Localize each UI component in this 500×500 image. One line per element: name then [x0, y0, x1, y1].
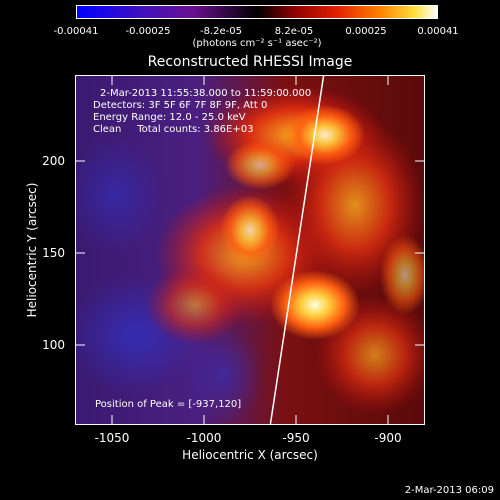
observation-time: 2-Mar-2013 11:55:38.000 to 11:59:00.000 [100, 88, 312, 99]
x-tick-label: -900 [374, 431, 402, 445]
image-title: Reconstructed RHESSI Image [147, 54, 353, 70]
colorbar [76, 5, 438, 19]
colorbar-tick: -8.2e-05 [200, 26, 242, 37]
solar-limb-line [269, 75, 325, 425]
footer-date: 2-Mar-2013 06:09 [404, 485, 494, 496]
rhessi-image-plot [75, 75, 425, 425]
colorbar-tick: 8.2e-05 [274, 26, 314, 37]
detectors-info: Detectors: 3F 5F 6F 7F 8F 9F, Att 0 [93, 100, 268, 111]
clean-counts-info: Clean Total counts: 3.86E+03 [93, 124, 254, 135]
y-tick-label: 100 [42, 338, 65, 352]
colorbar-tick: 0.00025 [345, 26, 387, 37]
colorbar-units: (photons cm⁻² s⁻¹ asec⁻²) [192, 38, 322, 49]
y-tick-label: 150 [42, 246, 65, 260]
colorbar-tick: -0.00025 [125, 26, 171, 37]
energy-range-info: Energy Range: 12.0 - 25.0 keV [93, 112, 246, 123]
plot-frame [75, 75, 425, 425]
image-background [75, 75, 425, 425]
x-tick-label: -1000 [186, 431, 222, 445]
x-tick-label: -950 [282, 431, 310, 445]
colorbar-tick: -0.00041 [53, 26, 99, 37]
peak-source [270, 270, 360, 340]
x-tick-label: -1050 [94, 431, 130, 445]
x-axis-label: Heliocentric X (arcsec) [182, 448, 318, 462]
y-axis-label: Heliocentric Y (arcsec) [25, 182, 39, 318]
peak-position: Position of Peak = [-937,120] [95, 399, 242, 410]
colorbar-tick: 0.00041 [417, 26, 459, 37]
y-tick-label: 200 [42, 154, 65, 168]
axis-ticks [75, 75, 425, 425]
